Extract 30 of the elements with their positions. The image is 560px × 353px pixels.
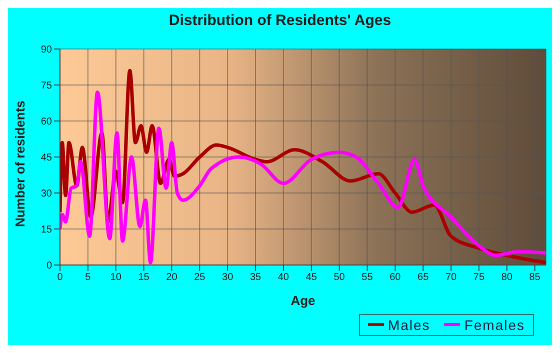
x-tick-label: 80 <box>501 272 513 284</box>
x-tick-label: 5 <box>85 272 92 284</box>
x-tick-label: 55 <box>362 272 374 284</box>
y-tick-label: 45 <box>40 152 52 164</box>
y-tick-label: 75 <box>40 80 52 92</box>
x-tick-label: 65 <box>418 272 430 284</box>
x-tick-label: 25 <box>194 272 206 284</box>
x-tick-label: 45 <box>306 272 318 284</box>
y-tick-label: 15 <box>40 224 52 236</box>
x-tick-label: 75 <box>473 272 485 284</box>
y-tick-label: 60 <box>40 116 52 128</box>
x-tick-label: 60 <box>390 272 402 284</box>
x-tick-label: 0 <box>57 272 64 284</box>
x-tick-label: 15 <box>138 272 150 284</box>
x-tick-label: 20 <box>166 272 178 284</box>
x-tick-label: 10 <box>110 272 122 284</box>
x-tick-label: 35 <box>250 272 262 284</box>
legend-label: Males <box>386 316 430 332</box>
x-tick-label: 30 <box>222 272 234 284</box>
x-tick-label: 85 <box>529 272 541 284</box>
x-tick-label: 70 <box>445 272 458 284</box>
x-tick-label: 50 <box>334 272 346 284</box>
y-tick-label: 90 <box>40 44 52 56</box>
x-axis-title: Age <box>290 293 316 308</box>
y-tick-label: 30 <box>40 188 52 200</box>
chart-title: Distribution of Residents' Ages <box>168 12 392 29</box>
legend-label: Females <box>463 316 525 332</box>
x-tick-label: 40 <box>278 272 290 284</box>
y-tick-label: 0 <box>46 260 52 272</box>
y-axis-title: Number of residents <box>12 100 28 227</box>
